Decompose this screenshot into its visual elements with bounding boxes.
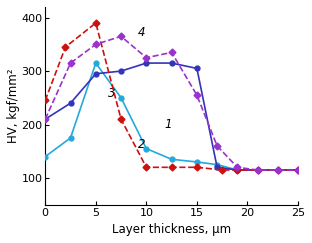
Text: 1: 1: [164, 118, 172, 131]
Y-axis label: HV, kgf/mm²: HV, kgf/mm²: [7, 69, 20, 143]
Text: 4: 4: [138, 26, 146, 39]
Text: 2: 2: [138, 138, 146, 151]
Text: 3: 3: [108, 87, 115, 100]
X-axis label: Layer thickness, μm: Layer thickness, μm: [112, 223, 231, 236]
